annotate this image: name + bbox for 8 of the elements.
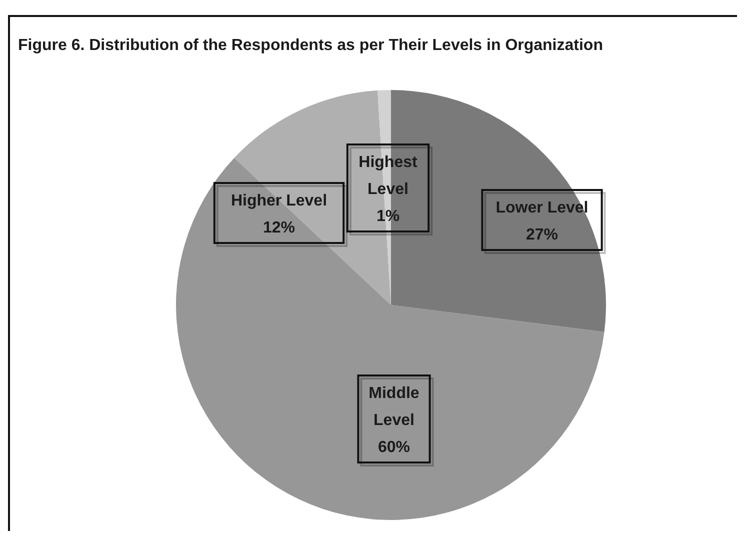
slice-label: Highest Level	[358, 154, 418, 198]
data-label: 12%	[262, 220, 296, 236]
data-label: 60%	[378, 439, 410, 456]
chart-title: Figure 6. Distribution of the Respondents as per Their Levels in Organization	[18, 37, 603, 54]
slice-label: Middle Level	[368, 385, 420, 429]
data-label: 1%	[376, 208, 400, 225]
slice-label: Higher Level	[230, 192, 328, 210]
data-label: 27%	[526, 226, 558, 244]
